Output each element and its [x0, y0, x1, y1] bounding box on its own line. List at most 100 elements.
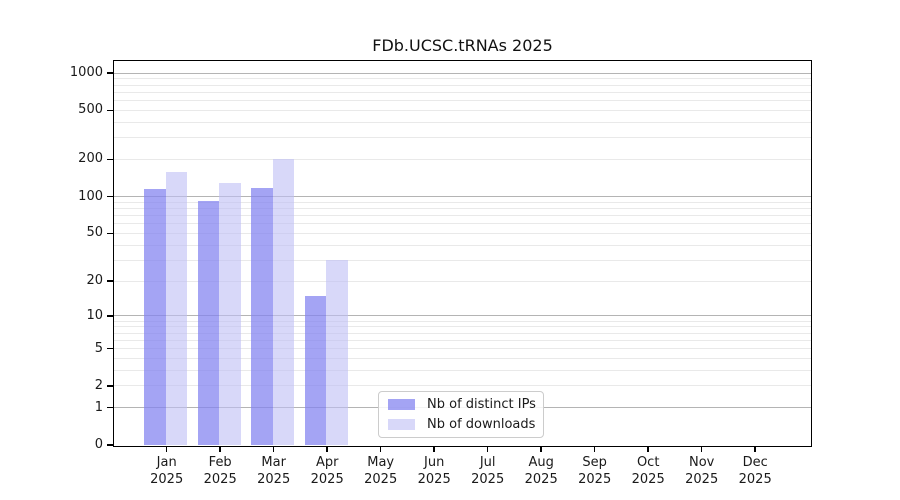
- legend: Nb of distinct IPs Nb of downloads: [378, 391, 544, 438]
- minor-gridline: [114, 244, 811, 246]
- y-tick-mark: [107, 406, 114, 409]
- y-tick-mark: [107, 158, 114, 161]
- minor-gridline: [114, 280, 811, 282]
- minor-gridline: [114, 339, 811, 341]
- y-tick-mark: [107, 72, 114, 74]
- minor-gridline: [114, 332, 811, 334]
- x-tick-month: Mar: [261, 455, 286, 470]
- x-tick-month: Feb: [208, 455, 232, 470]
- minor-gridline: [114, 99, 811, 101]
- y-tick-label: 0: [94, 437, 103, 452]
- x-tick-label: Feb 2025: [185, 454, 255, 488]
- bar-distinct-ips-feb: [197, 200, 220, 445]
- minor-gridline: [114, 78, 811, 80]
- minor-gridline: [114, 326, 811, 328]
- minor-gridline: [114, 121, 811, 123]
- x-tick-year: 2025: [310, 472, 344, 487]
- legend-swatch-distinct-ips: [388, 399, 415, 410]
- minor-gridline: [114, 348, 811, 350]
- x-tick-label: Oct 2025: [613, 454, 683, 488]
- major-gridline: [114, 315, 811, 317]
- y-tick-label: 100: [78, 188, 103, 204]
- y-tick-label: 200: [78, 151, 103, 167]
- major-gridline: [114, 196, 811, 197]
- bar-downloads-jan: [165, 172, 188, 445]
- y-tick-label: 1000: [69, 65, 103, 80]
- chart-title: FDb.UCSC.tRNAs 2025: [372, 36, 553, 55]
- minor-gridline: [114, 137, 811, 139]
- minor-gridline: [114, 109, 811, 111]
- minor-gridline: [114, 158, 811, 160]
- x-tick-year: 2025: [471, 472, 505, 487]
- x-tick-mark: [272, 446, 275, 452]
- x-tick-label: May 2025: [346, 454, 416, 488]
- x-tick-label: Sep 2025: [560, 454, 630, 488]
- x-tick-mark: [165, 446, 168, 452]
- y-tick-label: 1: [94, 399, 103, 415]
- x-tick-label: Jun 2025: [399, 454, 469, 488]
- minor-gridline: [114, 232, 811, 234]
- bar-distinct-ips-jan: [144, 188, 166, 445]
- x-tick-mark: [593, 446, 596, 452]
- y-tick-mark: [107, 195, 114, 198]
- minor-gridline: [114, 259, 811, 261]
- x-tick-year: 2025: [150, 472, 184, 487]
- bar-distinct-ips-apr: [304, 295, 327, 445]
- x-tick-year: 2025: [257, 472, 291, 487]
- x-tick-mark: [700, 446, 703, 452]
- y-tick-label: 50: [86, 225, 103, 241]
- x-tick-month: Dec: [742, 455, 768, 470]
- y-tick-label: 2: [94, 377, 103, 393]
- x-tick-month: Jan: [156, 455, 177, 470]
- x-tick-label: Jul 2025: [453, 454, 523, 488]
- x-tick-year: 2025: [738, 472, 772, 487]
- x-tick-year: 2025: [631, 472, 665, 487]
- y-tick-mark: [107, 280, 114, 282]
- y-tick-label: 5: [94, 340, 103, 356]
- y-tick-mark: [107, 232, 114, 235]
- x-tick-month: Oct: [636, 455, 660, 470]
- legend-swatch-downloads: [388, 419, 415, 430]
- x-tick-mark: [433, 446, 435, 452]
- x-tick-label: Jan 2025: [132, 454, 202, 488]
- y-tick-label: 20: [86, 273, 103, 289]
- y-tick-mark: [107, 315, 114, 317]
- legend-label-distinct-ips: Nb of distinct IPs: [427, 397, 536, 412]
- y-tick-mark: [107, 444, 114, 446]
- x-tick-mark: [379, 446, 382, 452]
- legend-item-downloads: Nb of downloads: [388, 417, 543, 432]
- x-tick-month: Nov: [689, 455, 715, 470]
- y-tick-mark: [107, 347, 114, 350]
- bar-downloads-mar: [272, 159, 295, 445]
- bar-downloads-feb: [219, 182, 241, 445]
- y-tick-mark: [107, 109, 114, 112]
- x-tick-mark: [486, 446, 489, 452]
- x-tick-month: Aug: [528, 455, 554, 470]
- legend-label-downloads: Nb of downloads: [427, 417, 536, 432]
- minor-gridline: [114, 91, 811, 93]
- minor-gridline: [114, 201, 811, 203]
- x-tick-mark: [219, 446, 221, 452]
- x-tick-month: Apr: [315, 455, 339, 470]
- y-tick-label: 10: [86, 307, 103, 323]
- x-tick-mark: [754, 446, 756, 452]
- x-tick-month: Jul: [479, 455, 496, 470]
- x-tick-year: 2025: [578, 472, 612, 487]
- x-tick-month: May: [367, 455, 395, 470]
- bar-downloads-apr: [326, 260, 348, 445]
- x-tick-month: Sep: [582, 455, 607, 470]
- x-tick-year: 2025: [524, 472, 558, 487]
- y-tick-mark: [107, 385, 114, 387]
- x-tick-year: 2025: [203, 472, 237, 487]
- minor-gridline: [114, 369, 811, 371]
- y-tick-label: 500: [78, 102, 103, 118]
- x-tick-year: 2025: [685, 472, 719, 487]
- minor-gridline: [114, 214, 811, 216]
- plot-area: [114, 61, 811, 445]
- minor-gridline: [114, 357, 811, 359]
- x-tick-mark: [647, 446, 649, 452]
- legend-item-distinct-ips: Nb of distinct IPs: [388, 397, 543, 412]
- x-tick-mark: [540, 446, 542, 452]
- minor-gridline: [114, 385, 811, 387]
- major-gridline: [114, 72, 811, 74]
